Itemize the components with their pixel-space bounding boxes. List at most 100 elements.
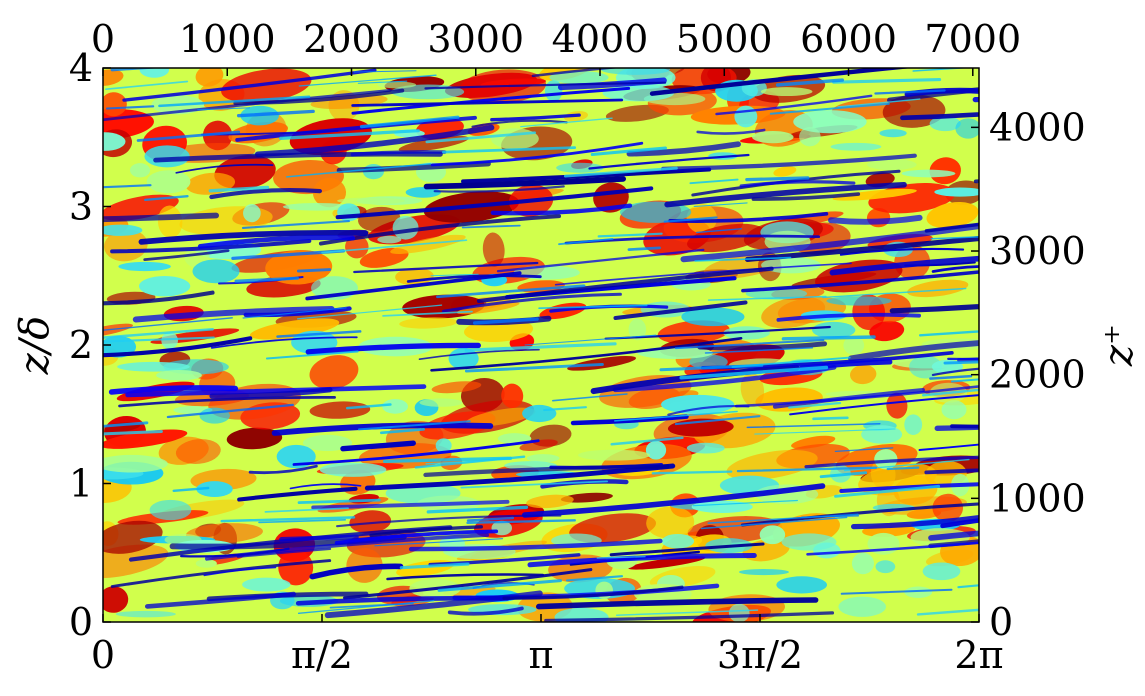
heatmap-mid-streak: [436, 284, 586, 299]
heatmap-low-streak: [334, 529, 499, 545]
heatmap-low-streak: [138, 229, 369, 245]
heatmap-mid-region: [146, 170, 191, 194]
heatmap-mid-streak: [279, 129, 420, 140]
heatmap-mid-region: [875, 560, 896, 574]
heatmap-mid-streak: [769, 102, 890, 115]
heatmap-low-streak: [103, 290, 215, 306]
heatmap-high-region: [932, 493, 964, 522]
heatmap-low-streak: [848, 340, 979, 362]
x-top-tick-label: 4000: [552, 17, 649, 61]
heatmap-mid-streak: [563, 166, 678, 178]
heatmap-mid-streak: [919, 330, 979, 337]
heatmap-mid-streak: [265, 350, 359, 360]
y-right-tick-label: 0: [989, 600, 1013, 644]
heatmap-mid-streak: [220, 516, 356, 523]
heatmap-mid-streak: [558, 238, 614, 246]
heatmap-low-streak: [433, 185, 565, 193]
heatmap-mid-region: [955, 118, 979, 139]
heatmap-low-streak: [340, 440, 416, 452]
heatmap-mid-streak: [473, 317, 539, 325]
heatmap-mid-streak: [382, 310, 473, 317]
heatmap-mid-region: [103, 224, 143, 236]
heatmap-mid-streak: [610, 436, 684, 446]
x-top-tick-label: 5000: [676, 17, 773, 61]
heatmap-mid-region: [118, 261, 171, 272]
heatmap-mid-region: [544, 80, 563, 102]
heatmap-mid-region: [161, 332, 179, 349]
heatmap-low-streak: [680, 223, 979, 263]
heatmap-low-streak: [839, 482, 979, 493]
heatmap-high-region: [265, 250, 333, 285]
heatmap-low-streak: [806, 541, 979, 556]
heatmap-low-streak: [132, 306, 335, 323]
heatmap-mid-region: [138, 275, 191, 297]
heatmap-mid-region: [728, 603, 750, 622]
x-bottom-tick-label: 0: [91, 633, 115, 677]
heatmap-low-streak: [889, 304, 979, 314]
heatmap-high-region: [309, 401, 371, 419]
heatmap-low-streak: [406, 274, 542, 283]
x-top-tick-label: 7000: [924, 17, 1021, 61]
heatmap-low-streak: [364, 463, 676, 491]
heatmap-high-region: [501, 383, 524, 409]
heatmap-low-streak: [423, 176, 626, 190]
heatmap-mid-streak: [208, 185, 270, 193]
heatmap-mid-streak: [754, 428, 896, 435]
heatmap-mid-streak: [103, 327, 214, 339]
heatmap-high-region: [791, 435, 836, 449]
heatmap-high-region: [103, 520, 163, 554]
heatmap-mid-streak: [707, 295, 827, 301]
heatmap-mid-streak: [916, 608, 979, 616]
heatmap-mid-region: [103, 454, 168, 473]
heatmap-low-streak: [741, 270, 979, 293]
heatmap-low-streak: [471, 119, 568, 128]
heatmap-mid-region: [242, 577, 291, 592]
heatmap-mid-streak: [943, 360, 979, 365]
heatmap-low-streak: [751, 192, 861, 201]
heatmap-low-streak: [110, 559, 332, 588]
heatmap-mid-streak: [329, 602, 414, 609]
heatmap-mid-region: [302, 434, 353, 452]
heatmap-mid-streak: [538, 304, 648, 310]
heatmap-mid-region: [645, 440, 667, 460]
heatmap-mid-streak: [297, 304, 443, 320]
y-right-tick-label: 1000: [989, 476, 1086, 520]
heatmap-low-streak: [609, 542, 765, 557]
heatmap-low-streak: [103, 336, 253, 358]
heatmap-low-streak: [604, 325, 831, 340]
heatmap-mid-streak: [357, 80, 408, 84]
heatmap-low-streak: [664, 181, 907, 208]
heatmap-low-streak: [744, 235, 979, 262]
heatmap-high-region: [482, 232, 505, 267]
heatmap-low-streak: [309, 563, 404, 580]
heatmap-high-region: [226, 427, 283, 450]
heatmap-mid-streak: [736, 466, 878, 473]
heatmap-mid-region: [752, 130, 794, 144]
heatmap-mid-streak: [359, 115, 460, 129]
heatmap-mid-streak: [929, 374, 973, 380]
heatmap-low-streak: [789, 394, 979, 416]
x-top-tick-label: 6000: [800, 17, 897, 61]
heatmap-low-streak: [335, 186, 654, 220]
heatmap-mid-streak: [520, 117, 613, 128]
heatmap-mid-streak: [172, 486, 210, 492]
heatmap-mid-region: [129, 163, 151, 178]
heatmap-mid-region: [156, 370, 202, 381]
heatmap-mid-streak: [297, 498, 381, 504]
heatmap-mid-region: [941, 400, 967, 420]
heatmap-mid-streak: [345, 403, 392, 410]
heatmap-mid-region: [556, 162, 604, 173]
heatmap-low-streak: [235, 115, 477, 142]
heatmap-mid-streak: [951, 378, 979, 383]
heatmap-low-streak: [667, 405, 750, 416]
heatmap-high-region: [526, 494, 574, 509]
heatmap-low-streak: [887, 87, 979, 103]
heatmap-high-region: [345, 235, 369, 259]
heatmap-low-streak: [918, 443, 979, 451]
heatmap-mid-streak: [840, 588, 953, 595]
heatmap-mid-streak: [788, 401, 842, 409]
heatmap-high-region: [627, 556, 706, 570]
heatmap-low-streak: [441, 292, 622, 313]
heatmap-low-streak: [739, 180, 856, 188]
heatmap-mid-streak: [461, 224, 521, 229]
